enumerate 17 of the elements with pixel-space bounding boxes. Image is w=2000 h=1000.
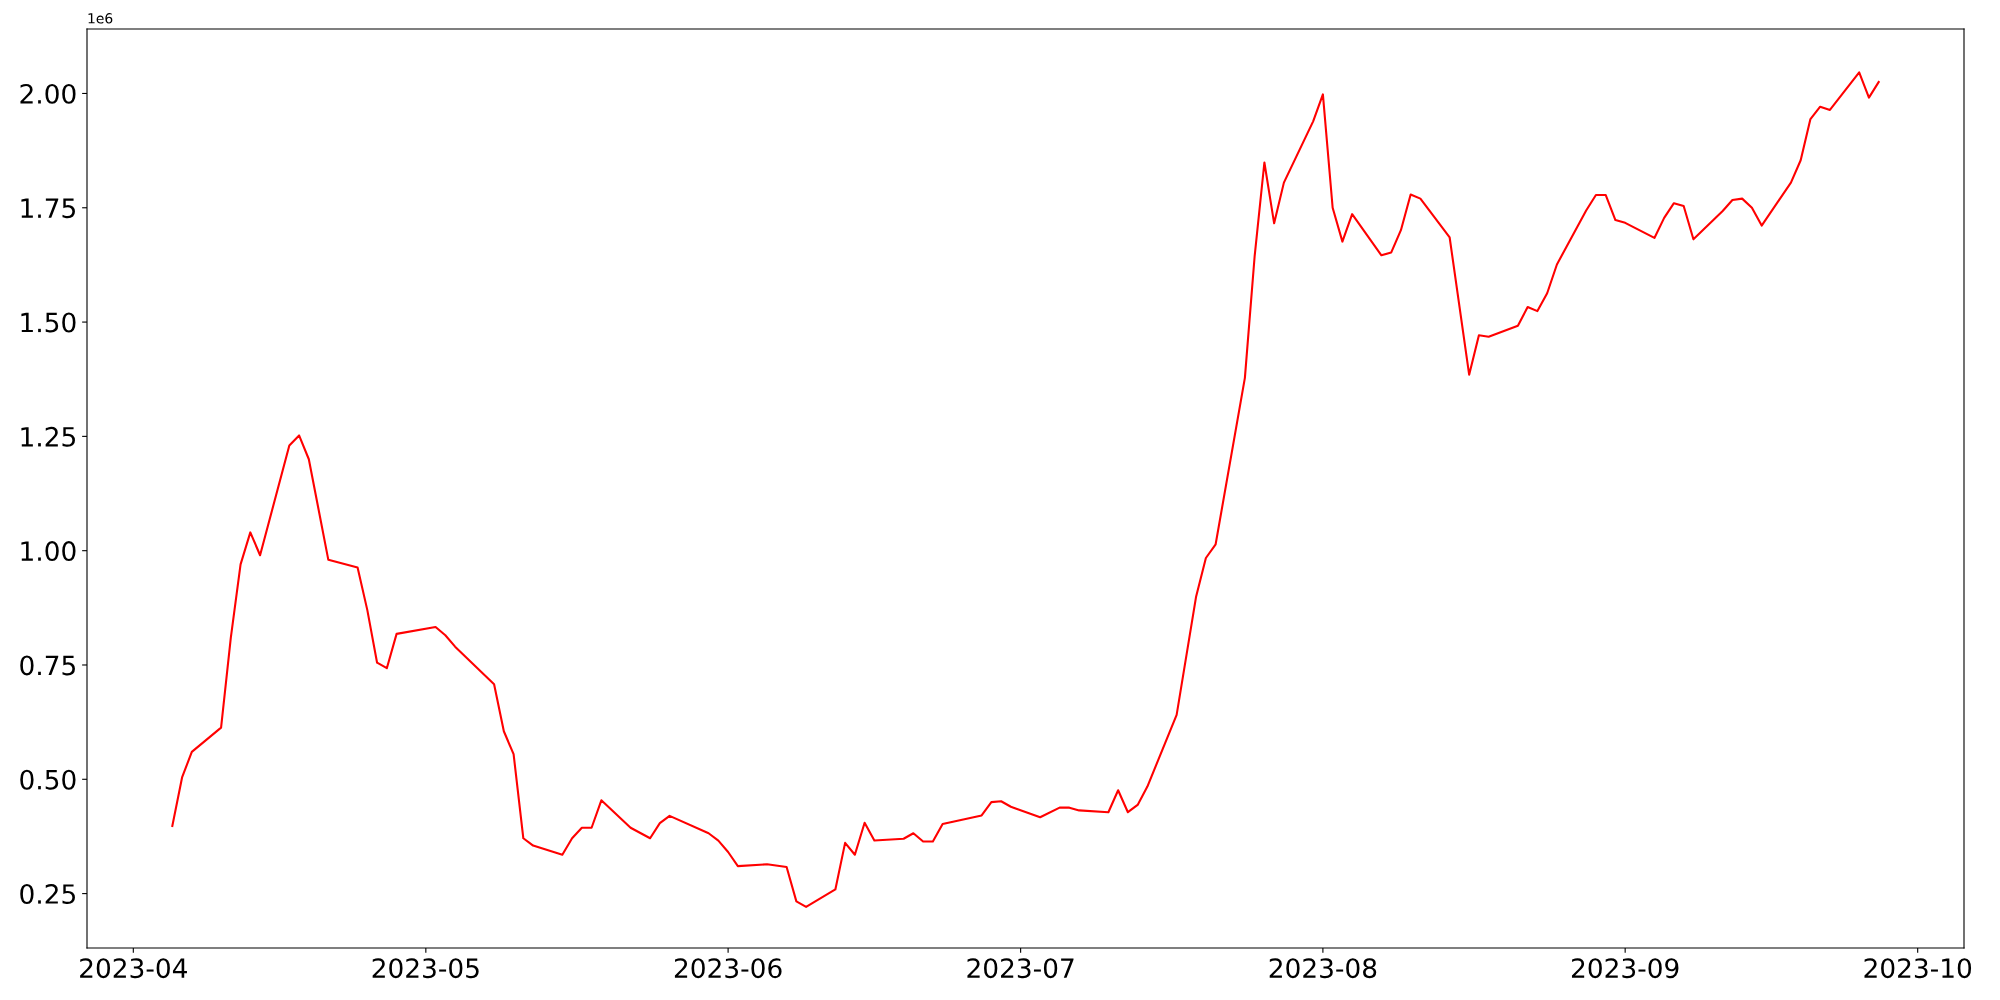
x-tick-label: 2023-09 xyxy=(1571,958,1679,979)
y-tick-label: 1.75 xyxy=(21,198,75,219)
x-tick-label: 2023-05 xyxy=(372,958,479,979)
y-tick-label: 1.25 xyxy=(21,426,75,447)
y-tick-label: 1.50 xyxy=(21,312,76,333)
y-tick-label: 1.00 xyxy=(21,541,76,562)
y-tick-label: 0.75 xyxy=(20,655,75,676)
text: 1e6 xyxy=(88,13,113,24)
y-tick-label: 2.00 xyxy=(20,83,76,104)
x-tick-label: 2023-10 xyxy=(1864,958,1972,979)
y-tick-label: 0.50 xyxy=(20,769,76,790)
x-tick-label: 2023-08 xyxy=(1269,958,1377,979)
x-tick-label: 2023-04 xyxy=(80,958,187,979)
x-tick-label: 2023-06 xyxy=(674,958,782,979)
x-tick-label: 2023-07 xyxy=(967,958,1074,979)
y-tick-label: 0.25 xyxy=(20,884,75,904)
line-series xyxy=(171,71,1880,908)
